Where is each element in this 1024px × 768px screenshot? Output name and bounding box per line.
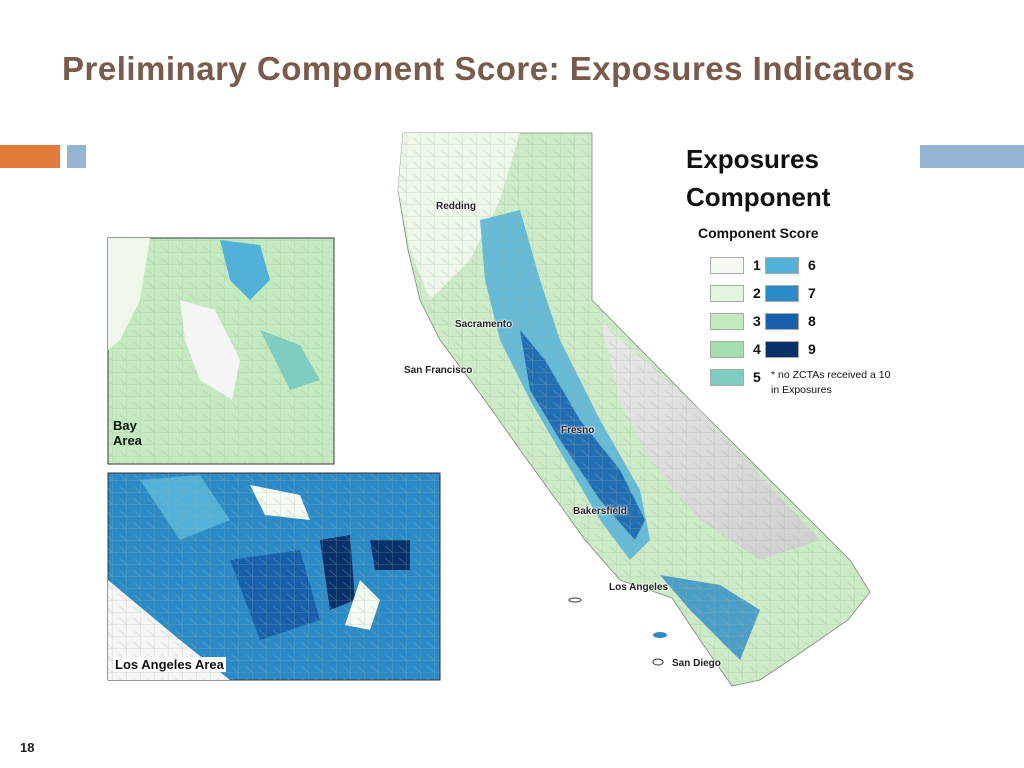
legend-swatch bbox=[710, 257, 744, 274]
tract-lines bbox=[108, 473, 440, 680]
tract-lines bbox=[398, 133, 870, 686]
legend-swatch bbox=[710, 369, 744, 386]
legend-swatch bbox=[710, 285, 744, 302]
accent-bar bbox=[67, 145, 86, 168]
legend-swatch bbox=[765, 257, 799, 274]
slide-title: Preliminary Component Score: Exposures I… bbox=[62, 50, 916, 87]
city-label: Sacramento bbox=[455, 319, 513, 330]
island bbox=[653, 632, 667, 638]
inset-label: Los Angeles Area bbox=[113, 657, 226, 672]
region bbox=[260, 330, 320, 390]
island bbox=[652, 658, 664, 666]
legend-swatch bbox=[765, 285, 799, 302]
city-label: Bakersfield bbox=[573, 506, 627, 517]
legend-label: 7 bbox=[808, 285, 816, 301]
legend-label: 9 bbox=[808, 341, 816, 357]
accent-bar bbox=[920, 145, 1024, 168]
legend-swatch bbox=[710, 341, 744, 358]
slide-number: 18 bbox=[20, 740, 35, 755]
legend-subtitle: Component Score bbox=[698, 225, 819, 241]
inset-label: Bay Area bbox=[113, 418, 142, 448]
city-label: San Diego bbox=[672, 658, 721, 669]
region bbox=[108, 238, 150, 350]
legend-label: 1 bbox=[753, 257, 761, 273]
city-label: San Francisco bbox=[404, 365, 473, 376]
city-label: Los Angeles bbox=[609, 582, 669, 593]
bay-water bbox=[180, 300, 240, 400]
accent-bar bbox=[0, 145, 60, 168]
legend-label: 8 bbox=[808, 313, 816, 329]
legend-label: 2 bbox=[753, 285, 761, 301]
legend-label: 6 bbox=[808, 257, 816, 273]
city-label: Fresno bbox=[561, 425, 595, 436]
island bbox=[568, 597, 582, 603]
city-label: Redding bbox=[436, 201, 476, 212]
legend-swatch bbox=[765, 341, 799, 358]
legend-label: 5 bbox=[753, 369, 761, 385]
legend-swatch bbox=[765, 313, 799, 330]
legend-swatch bbox=[710, 313, 744, 330]
legend-title: Exposures Component bbox=[686, 144, 831, 212]
legend-label: 4 bbox=[753, 341, 761, 357]
legend-label: 3 bbox=[753, 313, 761, 329]
legend-note: * no ZCTAs received a 10 in Exposures bbox=[771, 369, 891, 396]
region bbox=[220, 240, 270, 300]
